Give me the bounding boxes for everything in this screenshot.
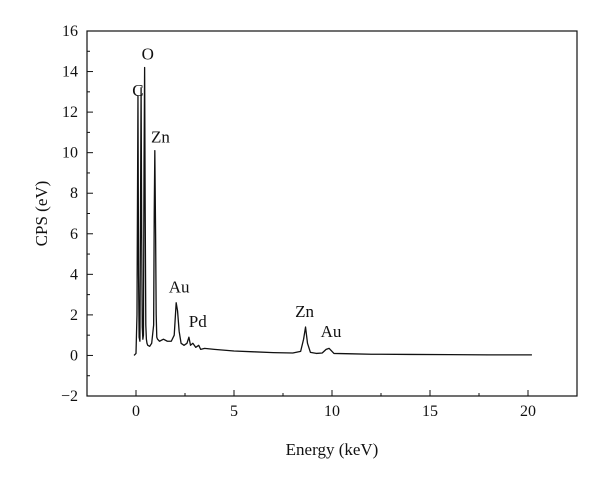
x-tick-label: 5 (230, 403, 238, 420)
peak-label: O (142, 44, 154, 63)
peak-label: Au (169, 278, 190, 297)
x-tick-label: 20 (520, 403, 536, 420)
y-tick-label: 2 (70, 307, 78, 324)
peak-labels: CO Zn Au Pd Zn Au (132, 44, 342, 341)
x-axis-ticks: 0 5 10 15 20 (86, 390, 578, 420)
x-tick-label: 0 (132, 403, 140, 420)
y-tick-label: 12 (62, 104, 78, 121)
peak-label: C (132, 81, 143, 100)
y-axis-title: CPS (eV) (32, 181, 51, 247)
y-tick-label: 14 (62, 64, 78, 81)
peak-label: Zn (151, 128, 170, 147)
spectrum-line (133, 66, 532, 356)
y-tick-label: 10 (62, 145, 78, 162)
y-axis-ticks: −2 0 2 4 6 8 10 12 14 16 (61, 23, 93, 405)
y-tick-label: 6 (70, 226, 78, 243)
peak-label: Au (321, 322, 342, 341)
y-tick-label: 16 (62, 23, 78, 40)
x-tick-label: 15 (422, 403, 438, 420)
peak-label: Zn (295, 302, 314, 321)
y-tick-label: 0 (70, 347, 78, 364)
x-tick-label: 10 (324, 403, 340, 420)
x-axis-title: Energy (keV) (286, 440, 379, 459)
y-tick-label: −2 (61, 388, 78, 405)
y-tick-label: 4 (70, 266, 78, 283)
plot-frame (86, 30, 578, 397)
y-tick-label: 8 (70, 185, 78, 202)
peak-label: Pd (189, 312, 207, 331)
